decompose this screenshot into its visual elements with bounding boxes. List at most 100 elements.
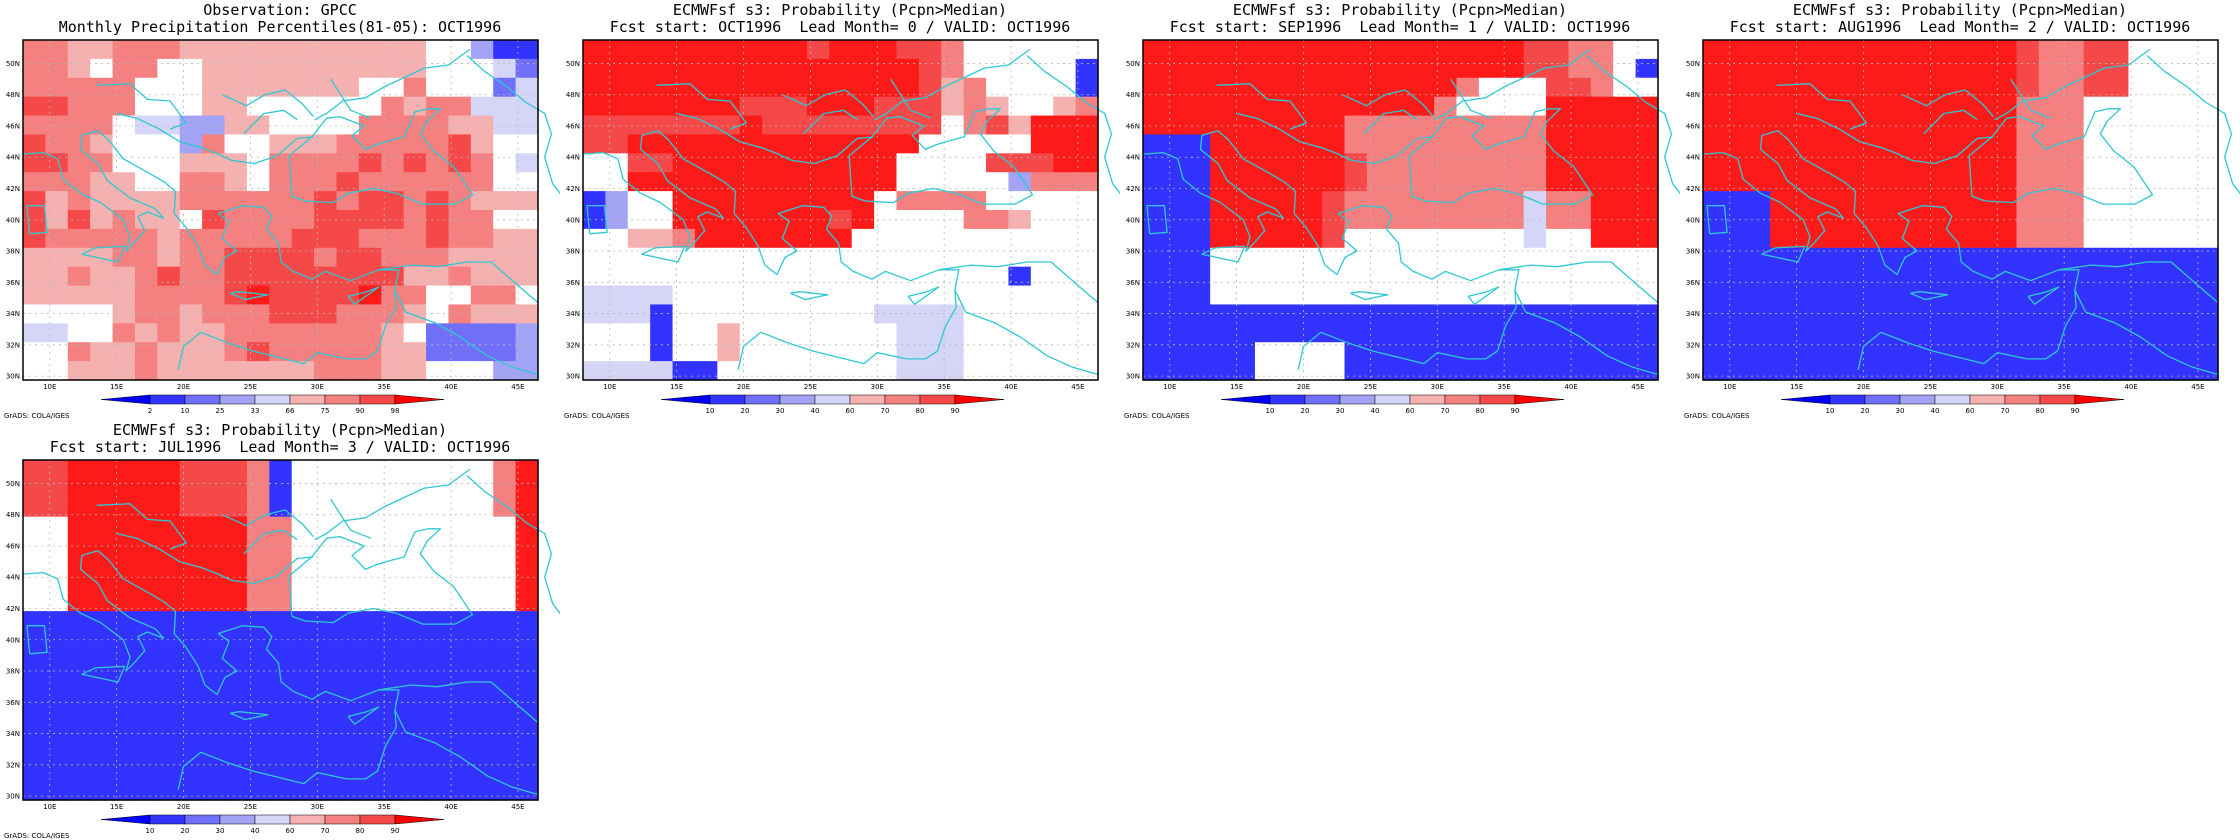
grid-cell <box>694 40 718 60</box>
grid-cell <box>1210 266 1234 287</box>
grid-cell <box>448 762 472 782</box>
grid-cell <box>896 191 920 211</box>
latitude-label: 36N <box>6 699 20 707</box>
grid-cell <box>1814 58 1838 79</box>
grid-cell <box>1747 153 1771 173</box>
grid-cell <box>1904 266 1928 287</box>
grid-cell <box>224 743 248 763</box>
grid-cell <box>1568 342 1592 362</box>
colorbar-segment <box>184 814 221 825</box>
grid-cell <box>1859 40 1883 60</box>
grid-cell <box>1725 247 1749 268</box>
grid-cell <box>45 228 69 249</box>
grid-cell <box>650 247 674 268</box>
grid-cell <box>1792 361 1816 381</box>
grid-cell <box>1501 77 1525 98</box>
grid-cell <box>2128 58 2152 79</box>
grid-cell <box>314 762 338 782</box>
latitude-label: 40N <box>6 216 20 224</box>
colorbar-label: 20 <box>181 827 190 835</box>
grid-cell <box>2038 172 2062 192</box>
grid-cell <box>112 724 136 744</box>
grid-cell <box>1366 115 1390 136</box>
grid-cell <box>784 96 808 117</box>
grid-cell <box>2016 153 2040 173</box>
grid-cell <box>1143 77 1166 98</box>
grid-cell <box>1994 285 2018 306</box>
grid-cell <box>2061 191 2085 211</box>
latitude-label: 42N <box>6 605 20 613</box>
grid-cell <box>1792 228 1816 249</box>
grid-cell <box>1143 342 1166 362</box>
grid-cell <box>1277 77 1301 98</box>
grid-cell <box>1411 153 1435 173</box>
grid-cell <box>717 115 741 136</box>
grid-cell <box>1008 342 1032 362</box>
grid-cell <box>1747 361 1771 381</box>
grid-cell <box>1568 323 1592 343</box>
grid-cell <box>605 40 629 60</box>
lat-lon-gridlines <box>583 40 1098 380</box>
grid-cell <box>314 592 338 612</box>
grid-cell <box>134 724 158 744</box>
grid-cell <box>179 460 203 480</box>
grid-cell <box>2038 285 2062 306</box>
grid-cell <box>1232 77 1256 98</box>
grid-cell <box>1725 134 1749 154</box>
grid-cell <box>941 210 965 230</box>
grid-cell <box>1344 153 1368 173</box>
colorbar-label: 90 <box>2071 407 2080 415</box>
grid-cell <box>202 478 226 499</box>
panel-forecast-lead-0: ECMWFsf s3: Probability (Pcpn>Median) Fc… <box>560 0 1120 420</box>
grid-cell <box>1187 210 1211 230</box>
grid-cell <box>1254 191 1278 211</box>
grid-cell <box>739 172 763 192</box>
grid-cell <box>1859 172 1883 192</box>
grid-cell <box>45 40 69 60</box>
grid-cell <box>627 228 651 249</box>
coastline <box>1236 112 1434 165</box>
grid-cell <box>1344 323 1368 343</box>
grid-cell <box>179 667 203 688</box>
grid-cell <box>202 172 226 192</box>
grid-cell <box>851 266 875 287</box>
longitude-label: 25E <box>244 803 257 811</box>
grid-cell <box>493 191 517 211</box>
grid-cell <box>426 705 450 726</box>
grid-cell <box>291 478 315 499</box>
coastline <box>1514 289 1659 376</box>
grid-cell <box>717 266 741 287</box>
grid-cell <box>448 554 472 574</box>
grid-cell <box>1344 40 1368 60</box>
grid-cell <box>202 247 226 268</box>
grid-cell <box>739 96 763 117</box>
grid-cell <box>314 172 338 192</box>
grid-cell <box>112 573 136 593</box>
grid-cell <box>1994 342 2018 362</box>
grid-cell <box>896 342 920 362</box>
coastline <box>790 291 829 301</box>
grid-cell <box>291 228 315 249</box>
grid-cell <box>1075 115 1099 136</box>
grid-cell <box>1949 172 1973 192</box>
grid-cell <box>672 58 696 79</box>
grid-cell <box>157 611 181 631</box>
grid-cell <box>1770 191 1794 211</box>
grid-cell <box>1590 361 1614 381</box>
grid-cell <box>1254 228 1278 249</box>
grid-cell <box>1882 58 1906 79</box>
grid-cell <box>403 497 427 518</box>
grid-cell <box>403 266 427 287</box>
grid-cell <box>90 58 114 79</box>
grid-cell <box>515 573 539 593</box>
grid-cell <box>336 573 360 593</box>
grid-cell <box>627 153 651 173</box>
grid-cell <box>1568 228 1592 249</box>
grid-cell <box>269 40 293 60</box>
grid-cell <box>1814 285 1838 306</box>
grid-cell <box>403 460 427 480</box>
grid-cell <box>1344 210 1368 230</box>
grid-cell <box>1299 285 1323 306</box>
lat-lon-gridlines <box>23 40 538 380</box>
